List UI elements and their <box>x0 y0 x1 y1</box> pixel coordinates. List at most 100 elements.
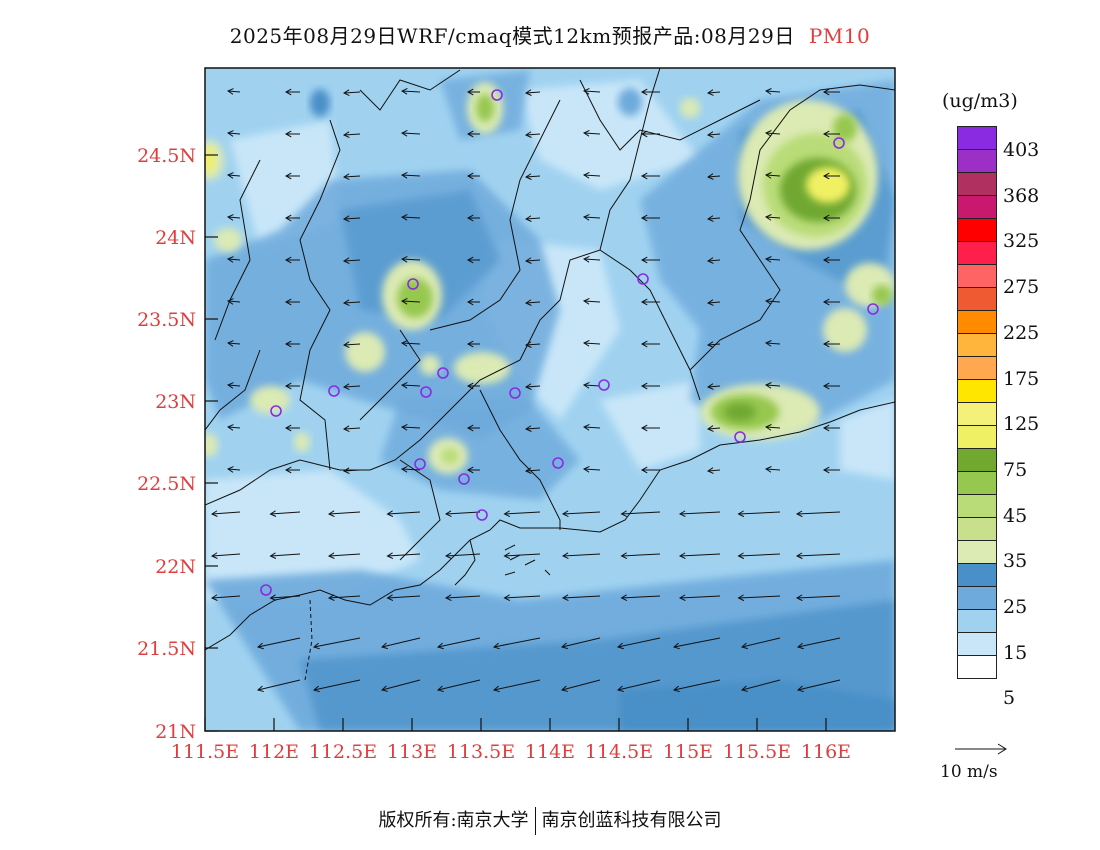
wind-arrow <box>679 511 721 515</box>
station-marker <box>491 89 503 101</box>
wind-arrowhead <box>822 382 830 390</box>
wind-arrowhead <box>226 340 234 347</box>
legend-swatch <box>957 126 997 150</box>
wind-arrow <box>525 217 541 220</box>
wind-arrowhead <box>737 594 745 602</box>
wind-arrow <box>343 91 361 94</box>
station-marker <box>833 137 845 149</box>
wind-arrow <box>583 300 601 303</box>
wind-arrowhead <box>226 466 234 473</box>
longitude-axis: 111.5E 112E 112.5E 113E 113.5E 114E 114.5E 115E… <box>171 718 851 763</box>
wind-arrow <box>504 553 541 557</box>
boundaries <box>205 68 895 681</box>
wind-arrowhead <box>342 215 350 222</box>
wind-arrowhead <box>342 131 350 138</box>
wind-arrowhead <box>640 88 648 96</box>
wind-arrowhead <box>582 130 590 137</box>
station-marker <box>420 386 432 398</box>
wind-arrowhead <box>764 340 772 347</box>
wind-arrowhead <box>764 466 772 473</box>
wind-arrow <box>617 637 661 648</box>
wind-arrow <box>765 216 781 219</box>
wind-arrowhead <box>560 685 568 692</box>
wind-arrow <box>401 132 421 135</box>
station-marker <box>734 431 746 443</box>
wind-arrow <box>738 511 781 515</box>
wind-arrowhead <box>822 466 830 474</box>
wind-arrowhead <box>226 88 234 95</box>
wind-arrowhead <box>822 340 830 348</box>
wind-arrow <box>227 426 241 429</box>
wind-arrowhead <box>706 341 714 348</box>
wind-arrow <box>797 679 841 691</box>
wind-arrowhead <box>342 173 350 180</box>
lat-tick-label: 23N <box>155 391 196 413</box>
wind-arrowhead <box>706 467 714 474</box>
wind-arrowhead <box>524 173 532 180</box>
wind-arrowhead <box>386 552 394 560</box>
lon-tick-label: 111.5E <box>171 741 239 763</box>
wind-arrowhead <box>640 382 648 390</box>
wind-arrow <box>796 553 841 557</box>
legend-swatch <box>957 287 997 311</box>
wind-vectors <box>210 87 841 693</box>
wind-arrow <box>445 595 481 599</box>
wind-arrowhead <box>795 552 803 560</box>
wind-arrowhead <box>706 215 714 222</box>
wind-arrow <box>328 595 361 599</box>
lon-tick-label: 115.5E <box>723 741 791 763</box>
station-marker <box>476 509 488 521</box>
legend-swatch <box>957 425 997 449</box>
wind-arrowhead <box>706 89 714 96</box>
legend-level-label: 15 <box>1003 641 1028 664</box>
wind-arrowhead <box>284 340 292 348</box>
legend-swatch <box>957 310 997 334</box>
wind-arrow <box>583 384 601 387</box>
wind-arrowhead <box>342 89 350 96</box>
wind-arrowhead <box>640 130 648 138</box>
wind-arrow <box>270 553 301 557</box>
copyright-footer: 版权所有:南京大学 南京创蓝科技有限公司 <box>0 806 1100 835</box>
wind-arrow <box>617 679 661 691</box>
wind-arrow <box>707 427 721 430</box>
wind-arrowhead <box>678 552 686 560</box>
wind-arrowhead <box>400 129 408 137</box>
wind-arrowhead <box>706 383 714 390</box>
station-marker <box>328 385 340 397</box>
station-marker <box>260 584 272 596</box>
wind-arrowhead <box>492 685 500 693</box>
wind-arrowhead <box>436 642 444 650</box>
wind-reference-label: 10 m/s <box>940 762 998 782</box>
wind-arrow <box>679 595 721 599</box>
wind-arrow <box>328 511 361 515</box>
legend-swatch <box>957 333 997 357</box>
wind-arrowhead <box>226 298 234 305</box>
wind-arrow <box>525 301 541 304</box>
wind-arrow <box>525 343 541 346</box>
wind-arrowhead <box>386 510 394 518</box>
lon-tick-label: 114.5E <box>585 741 653 763</box>
lat-tick-label: 22N <box>155 556 196 578</box>
wind-arrow <box>796 595 841 599</box>
wind-arrowhead <box>210 594 218 601</box>
wind-arrow <box>765 426 781 429</box>
lat-tick-label: 22.5N <box>137 473 196 495</box>
wind-arrowhead <box>466 172 474 180</box>
wind-arrowhead <box>582 466 590 473</box>
wind-arrow <box>525 133 541 136</box>
wind-arrow <box>673 679 721 691</box>
wind-arrow <box>401 216 421 219</box>
wind-arrow <box>707 385 721 388</box>
wind-arrow <box>387 595 421 599</box>
legend-swatch <box>957 471 997 495</box>
lon-tick-label: 112E <box>249 741 299 763</box>
wind-arrowhead <box>822 256 830 264</box>
legend-level-label: 275 <box>1003 276 1040 299</box>
wind-arrowhead <box>380 685 388 692</box>
wind-arrowhead <box>269 594 277 601</box>
wind-arrow <box>765 468 781 471</box>
wind-arrowhead <box>822 214 830 222</box>
legend-level-label: 403 <box>1003 139 1040 161</box>
lat-tick-label: 24.5N <box>137 145 196 167</box>
wind-arrow <box>796 511 841 515</box>
